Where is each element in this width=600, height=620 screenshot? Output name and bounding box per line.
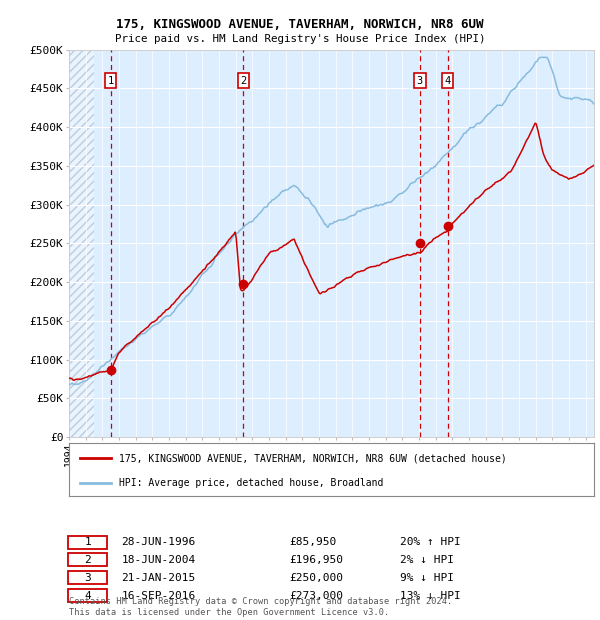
Text: 13% ↓ HPI: 13% ↓ HPI (400, 591, 461, 601)
Text: 4: 4 (84, 591, 91, 601)
Text: 21-JAN-2015: 21-JAN-2015 (121, 573, 196, 583)
Text: 3: 3 (417, 76, 423, 86)
Text: HPI: Average price, detached house, Broadland: HPI: Average price, detached house, Broa… (119, 478, 383, 488)
Text: 175, KINGSWOOD AVENUE, TAVERHAM, NORWICH, NR8 6UW (detached house): 175, KINGSWOOD AVENUE, TAVERHAM, NORWICH… (119, 453, 506, 463)
Text: 2: 2 (84, 555, 91, 565)
Text: 28-JUN-1996: 28-JUN-1996 (121, 537, 196, 547)
Text: £85,950: £85,950 (290, 537, 337, 547)
Text: 2: 2 (240, 76, 247, 86)
Text: 1: 1 (107, 76, 113, 86)
Text: £250,000: £250,000 (290, 573, 343, 583)
Text: £273,000: £273,000 (290, 591, 343, 601)
FancyBboxPatch shape (68, 589, 107, 602)
FancyBboxPatch shape (68, 571, 107, 584)
Text: Contains HM Land Registry data © Crown copyright and database right 2024.
This d: Contains HM Land Registry data © Crown c… (69, 598, 452, 617)
Text: 18-JUN-2004: 18-JUN-2004 (121, 555, 196, 565)
Text: 175, KINGSWOOD AVENUE, TAVERHAM, NORWICH, NR8 6UW: 175, KINGSWOOD AVENUE, TAVERHAM, NORWICH… (116, 19, 484, 31)
Text: 3: 3 (84, 573, 91, 583)
Text: 2% ↓ HPI: 2% ↓ HPI (400, 555, 454, 565)
Text: 16-SEP-2016: 16-SEP-2016 (121, 591, 196, 601)
FancyBboxPatch shape (68, 554, 107, 567)
Text: 1: 1 (84, 537, 91, 547)
Text: £196,950: £196,950 (290, 555, 343, 565)
Text: 20% ↑ HPI: 20% ↑ HPI (400, 537, 461, 547)
Text: 9% ↓ HPI: 9% ↓ HPI (400, 573, 454, 583)
Text: Price paid vs. HM Land Registry's House Price Index (HPI): Price paid vs. HM Land Registry's House … (115, 34, 485, 44)
FancyBboxPatch shape (68, 536, 107, 549)
Text: 4: 4 (445, 76, 451, 86)
